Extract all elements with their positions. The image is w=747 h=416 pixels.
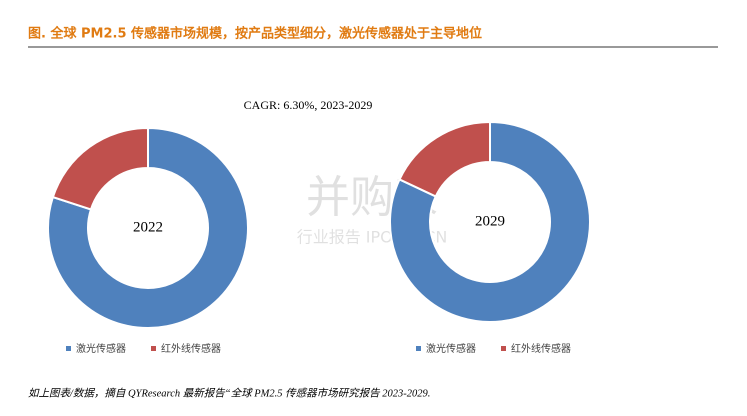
legend-label: 激光传感器 — [76, 342, 126, 355]
footer: 如上图表/数据，摘自 QYResearch 最新报告“全球 PM2.5 传感器市… — [28, 387, 430, 399]
legend-swatch — [151, 346, 156, 351]
legend-label: 红外线传感器 — [511, 342, 571, 355]
donut-slice — [47, 126, 249, 329]
center-label: 2022 — [133, 219, 163, 235]
legend-swatch — [501, 346, 506, 351]
legend-swatch — [66, 346, 71, 351]
title: 图. 全球 PM2.5 传感器市场规模，按产品类型细分，激光传感器处于主导地位 — [28, 26, 482, 42]
legend-label: 激光传感器 — [426, 342, 476, 355]
cagr-note: CAGR: 6.30%, 2023-2029 — [244, 98, 373, 112]
legend-swatch — [416, 346, 421, 351]
legend-label: 红外线传感器 — [161, 342, 221, 355]
donut-slice — [398, 120, 491, 198]
center-label: 2029 — [475, 213, 505, 229]
donut-slice — [389, 120, 591, 323]
donut-slice — [51, 126, 149, 211]
